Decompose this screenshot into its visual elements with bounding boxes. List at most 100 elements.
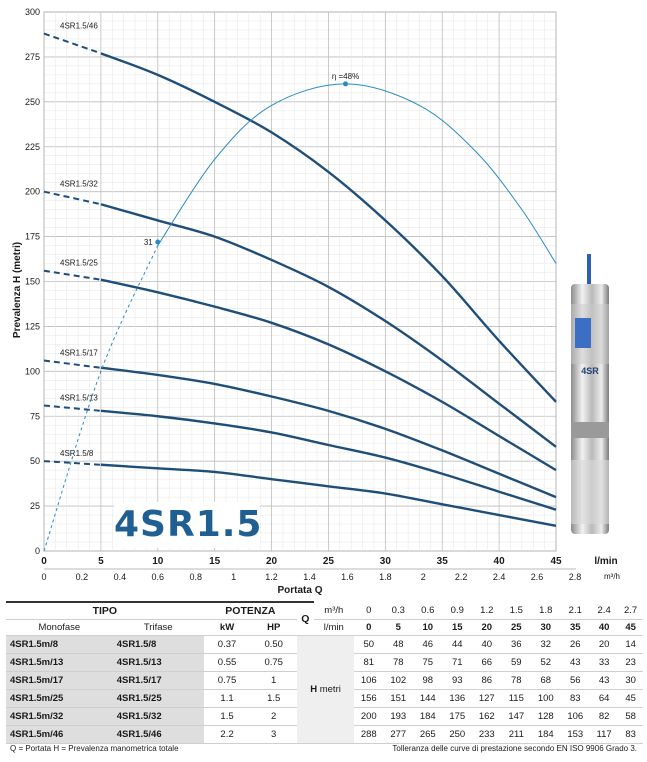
efficiency-peak-label: η =48% bbox=[332, 72, 359, 81]
x2-tick-label: 1.2 bbox=[265, 572, 278, 582]
cell-h-value: 86 bbox=[472, 671, 502, 690]
footer-legend: Q = Portata H = Prevalenza manometrica t… bbox=[10, 744, 179, 753]
header-trifase: Trifase bbox=[112, 619, 204, 636]
cell-kw: 0.37 bbox=[203, 635, 251, 654]
cell-h-value: 75 bbox=[413, 653, 443, 672]
cell-kw: 0.55 bbox=[203, 653, 251, 672]
y-tick-label: 225 bbox=[25, 142, 40, 152]
curve-label: 4SR1.5/32 bbox=[60, 180, 98, 189]
cell-h-value: 52 bbox=[531, 653, 561, 672]
cell-h-value: 144 bbox=[413, 689, 443, 708]
curve-dashed-4SR1.5/8 bbox=[43, 460, 101, 466]
y-tick-label: 100 bbox=[25, 366, 40, 376]
q-lmin-value: 40 bbox=[590, 619, 619, 636]
cell-h-value: 117 bbox=[590, 725, 619, 744]
cell-h-value: 32 bbox=[531, 635, 561, 654]
cell-hp: 2 bbox=[250, 707, 298, 726]
curve-dashed-4SR1.5/17 bbox=[43, 359, 102, 369]
efficiency-curve: η =48% 31 bbox=[43, 72, 557, 552]
x2-tick-label: 0 bbox=[41, 572, 46, 582]
cell-h-value: 151 bbox=[383, 689, 414, 708]
efficiency-line bbox=[157, 83, 557, 264]
cell-monofase: 4SR1.5m/17 bbox=[6, 671, 113, 690]
y-tick-label: 125 bbox=[25, 321, 40, 331]
cell-h-value: 78 bbox=[501, 671, 532, 690]
cell-kw: 1.5 bbox=[203, 707, 251, 726]
curve-4SR1.5/46 bbox=[100, 52, 557, 403]
cell-kw: 0.75 bbox=[203, 671, 251, 690]
cell-h-value: 46 bbox=[413, 635, 443, 654]
cell-h-value: 184 bbox=[413, 707, 443, 726]
cell-h-value: 68 bbox=[531, 671, 561, 690]
cell-h-value: 83 bbox=[618, 725, 643, 744]
cell-h-value: 102 bbox=[383, 671, 414, 690]
cell-h-value: 50 bbox=[354, 635, 384, 654]
table-row: 4SR1.5m/46 4SR1.5/46 2.2 3 288 277 265 250 233 21… bbox=[6, 725, 643, 744]
x-tick-label: 0 bbox=[41, 556, 47, 567]
q-m3h-value: 1.8 bbox=[531, 602, 561, 620]
cell-h-value: 78 bbox=[383, 653, 414, 672]
cell-hp: 3 bbox=[250, 725, 298, 744]
table-row: 4SR1.5m/17 4SR1.5/17 0.75 1 106 102 98 93 86 78 68… bbox=[6, 671, 643, 690]
y-tick-label: 150 bbox=[25, 277, 40, 287]
footer-tolerance: Tolleranza delle curve di prestazione se… bbox=[392, 744, 637, 753]
x2-tick-label: 2.8 bbox=[569, 572, 582, 582]
x2-tick-label: 1.4 bbox=[303, 572, 316, 582]
cell-h-value: 59 bbox=[501, 653, 532, 672]
cell-h-value: 83 bbox=[560, 689, 591, 708]
q-m3h-value: 0.9 bbox=[442, 602, 473, 620]
curve-dashed-4SR1.5/32 bbox=[43, 190, 102, 206]
cell-monofase: 4SR1.5m/8 bbox=[6, 635, 113, 654]
cell-h-value: 115 bbox=[501, 689, 532, 708]
cell-h-value: 20 bbox=[590, 635, 619, 654]
cell-h-value: 40 bbox=[472, 635, 502, 654]
y-tick-label: 200 bbox=[25, 187, 40, 197]
x2-tick-label: 1.6 bbox=[341, 572, 354, 582]
x2-tick-label: 0.2 bbox=[76, 572, 89, 582]
cell-h-value: 106 bbox=[354, 671, 384, 690]
cell-h-value: 44 bbox=[442, 635, 473, 654]
curve-dashed-4SR1.5/46 bbox=[43, 32, 102, 55]
pump-image: 4SR bbox=[557, 244, 623, 544]
x2-tick-label: 2 bbox=[421, 572, 426, 582]
chart-grid bbox=[43, 11, 557, 552]
x-tick-label: 35 bbox=[437, 556, 449, 567]
x2-tick-label: 1 bbox=[231, 572, 236, 582]
header-q-unit-lmin: l/min bbox=[313, 619, 355, 636]
cell-trifase: 4SR1.5/17 bbox=[112, 671, 204, 690]
cell-h-value: 193 bbox=[383, 707, 414, 726]
curve-label: 4SR1.5/25 bbox=[60, 259, 98, 268]
q-m3h-value: 1.5 bbox=[501, 602, 532, 620]
cell-trifase: 4SR1.5/32 bbox=[112, 707, 204, 726]
q-m3h-value: 2.1 bbox=[560, 602, 591, 620]
x-tick-label: 25 bbox=[323, 556, 335, 567]
cell-h-value: 30 bbox=[618, 671, 643, 690]
cell-h-value: 233 bbox=[472, 725, 502, 744]
x2-tick-label: 0.8 bbox=[189, 572, 202, 582]
x-tick-label: 45 bbox=[550, 556, 562, 567]
header-tipo: TIPO bbox=[6, 601, 204, 620]
header-q-unit-m3h: m³/h bbox=[313, 602, 355, 620]
header-kw: kW bbox=[203, 619, 251, 636]
q-lmin-value: 5 bbox=[383, 619, 414, 636]
q-lmin-value: 10 bbox=[413, 619, 443, 636]
y-tick-labels: 0 25 50 75 100 125 150 175 200 225 250 275 300 bbox=[25, 7, 40, 556]
curve-4SR1.5/13 bbox=[100, 409, 557, 511]
header-q: Q bbox=[297, 601, 314, 636]
cell-h-value: 250 bbox=[442, 725, 473, 744]
h-unit: metri bbox=[317, 684, 341, 695]
y-tick-label: 175 bbox=[25, 232, 40, 242]
cell-h-value: 288 bbox=[354, 725, 384, 744]
q-lmin-value: 20 bbox=[472, 619, 502, 636]
cell-h-value: 106 bbox=[560, 707, 591, 726]
curve-dashed-4SR1.5/13 bbox=[43, 404, 101, 412]
table-row: 4SR1.5m/25 4SR1.5/25 1.1 1.5 156 151 144 136 127… bbox=[6, 689, 643, 708]
x2-tick-label: 2.4 bbox=[493, 572, 506, 582]
header-potenza: POTENZA bbox=[203, 601, 298, 620]
cell-h-value: 175 bbox=[442, 707, 473, 726]
cell-kw: 2.2 bbox=[203, 725, 251, 744]
x-unit-m3h: m³/h bbox=[604, 572, 620, 581]
cell-h-value: 33 bbox=[590, 653, 619, 672]
cell-h-value: 277 bbox=[383, 725, 414, 744]
model-badge: 4SR1.5 bbox=[114, 502, 261, 548]
